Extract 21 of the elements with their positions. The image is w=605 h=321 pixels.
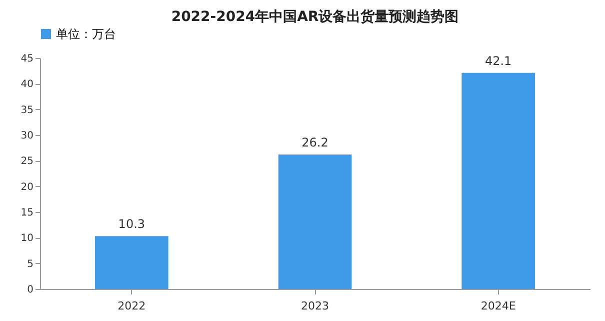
data-label: 10.3	[118, 217, 146, 232]
y-tick-label: 15	[20, 208, 34, 218]
bar	[95, 236, 168, 289]
y-tick-label: 35	[20, 104, 34, 116]
x-tick-label: 2022	[118, 300, 146, 312]
data-label: 42.1	[484, 54, 512, 68]
bar	[278, 154, 352, 289]
chart-title: 2022-2024年中国AR设备出货量预测趋势图	[171, 9, 459, 25]
y-tick-label: 0	[27, 284, 34, 296]
legend-label: 单位：万台	[56, 27, 116, 41]
data-label: 26.2	[302, 136, 328, 150]
x-tick-label: 2023	[301, 300, 329, 312]
y-tick-label: 40	[20, 79, 34, 90]
bar	[462, 72, 535, 289]
y-tick-label: 10	[20, 233, 34, 244]
y-tick-label: 25	[20, 156, 34, 168]
y-tick-label: 5	[27, 258, 34, 270]
y-tick-label: 20	[20, 182, 34, 193]
x-tick-label: 2024E	[480, 300, 516, 312]
y-tick-label: 30	[20, 130, 34, 142]
y-tick-label: 45	[20, 54, 34, 64]
